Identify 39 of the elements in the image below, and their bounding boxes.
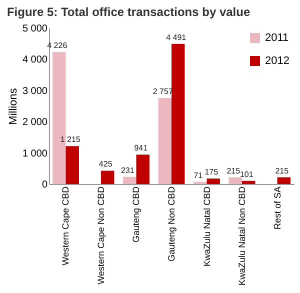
data-label: 4 226 xyxy=(47,41,68,50)
bar xyxy=(52,52,66,184)
y-tick-label: 4 000 xyxy=(22,54,48,66)
x-tick-label: Western Cape CBD xyxy=(60,186,71,266)
chart-title: Figure 5: Total office transactions by value xyxy=(6,5,250,19)
x-tick-label: KwaZulu Natal Non CBD xyxy=(237,186,248,286)
bar xyxy=(242,180,256,184)
bar xyxy=(123,176,136,184)
bar xyxy=(228,177,242,184)
data-label: 215 xyxy=(226,166,241,176)
legend-label: 2011 xyxy=(265,32,289,44)
y-tick-label: 5 000 xyxy=(22,24,48,34)
y-tick-label: 0 xyxy=(42,180,48,190)
y-tick-label: 1 000 xyxy=(22,148,48,160)
x-tick-label: KwaZulu Natal CBD xyxy=(202,186,212,267)
bar xyxy=(66,146,79,184)
data-label: 4 491 xyxy=(166,32,187,42)
data-label: 231 xyxy=(120,166,135,175)
data-label: 71 xyxy=(194,170,204,180)
x-tick-label: Western Cape Non CBD xyxy=(96,186,106,284)
data-label: 215 xyxy=(275,166,290,176)
bar xyxy=(136,154,150,184)
data-label: 1 215 xyxy=(60,135,81,144)
bar xyxy=(100,170,114,184)
bar xyxy=(172,44,185,184)
legend-label: 2012 xyxy=(265,55,290,67)
bar xyxy=(206,178,220,184)
data-label: 941 xyxy=(134,144,148,153)
bar xyxy=(277,177,290,184)
data-label: 425 xyxy=(98,160,113,169)
y-tick-label: 3 000 xyxy=(22,86,48,97)
data-label: 101 xyxy=(240,170,254,179)
x-tick-label: Rest of SA xyxy=(272,186,282,230)
y-tick-label: 2 000 xyxy=(22,117,48,128)
x-tick-label: Gauteng Non CBD xyxy=(166,186,176,262)
x-tick-label: Gauteng CBD xyxy=(131,186,142,243)
bar xyxy=(158,98,172,184)
data-label: 175 xyxy=(204,168,219,177)
y-axis-title: Millions xyxy=(7,88,20,125)
